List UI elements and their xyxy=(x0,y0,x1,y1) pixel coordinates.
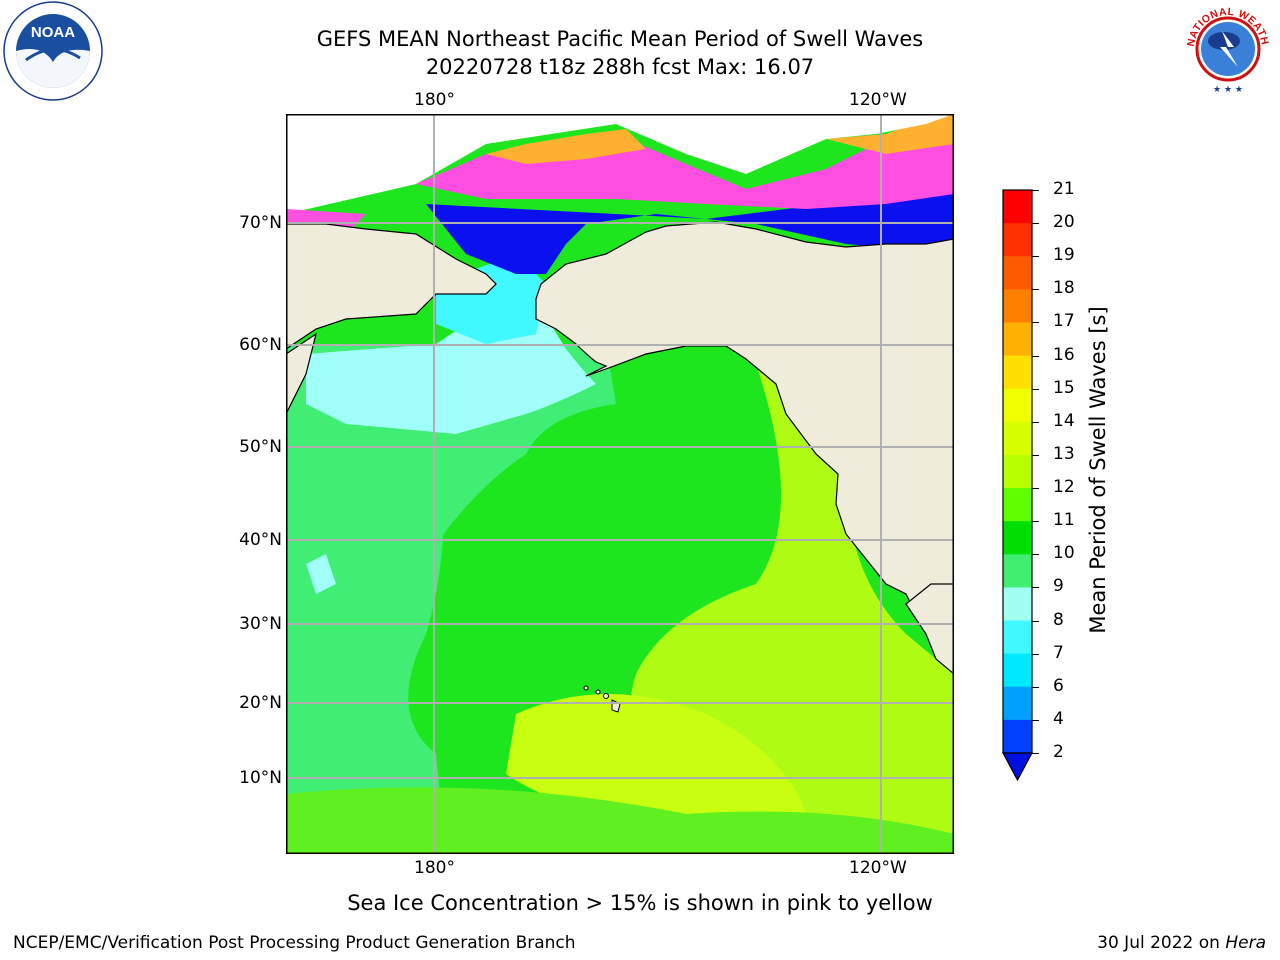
colorbar-tick-mark xyxy=(1032,653,1039,655)
colorbar-segment xyxy=(1003,223,1032,257)
colorbar-tick-label: 4 xyxy=(1053,708,1064,729)
colorbar-tick-mark xyxy=(1032,554,1039,556)
lon-label-bottom-180: 180° xyxy=(414,858,455,878)
map-subtitle: 20220728 t18z 288h fcst Max: 16.07 xyxy=(425,55,815,79)
ocean-period-12-south xyxy=(286,787,954,854)
sea-ice-pink xyxy=(416,114,954,209)
map-title: GEFS MEAN Northeast Pacific Mean Period … xyxy=(316,27,924,51)
colorbar-extend-arrow xyxy=(1001,752,1034,782)
colorbar xyxy=(1001,189,1034,782)
colorbar-tick-label: 11 xyxy=(1053,510,1075,531)
arctic-ice-free xyxy=(286,114,954,214)
colorbar-tick-mark xyxy=(1032,753,1039,754)
svg-text:★ ★ ★: ★ ★ ★ xyxy=(1213,85,1243,95)
land-asia xyxy=(286,223,497,350)
land-kamchatka xyxy=(286,332,317,415)
colorbar-segment xyxy=(1003,653,1032,688)
lat-label-60n: 60°N xyxy=(239,335,282,355)
sea-ice-note: Sea Ice Concentration > 15% is shown in … xyxy=(347,891,933,915)
colorbar-tick-mark xyxy=(1032,587,1039,589)
colorbar-segment xyxy=(1003,289,1032,323)
colorbar-tick-label: 21 xyxy=(1053,179,1075,199)
colorbar-segment xyxy=(1003,454,1032,489)
lat-label-30n: 30°N xyxy=(239,614,282,634)
colorbar-segment xyxy=(1003,719,1032,754)
colorbar-tick-label: 19 xyxy=(1053,245,1075,266)
lat-label-10n: 10°N xyxy=(239,768,282,788)
colorbar-segment xyxy=(1003,256,1032,290)
noaa-logo: NOAA xyxy=(2,0,104,102)
colorbar-tick-label: 7 xyxy=(1053,642,1064,663)
nws-logo: NATIONAL WEATHER SERVICE ★ ★ ★ xyxy=(1176,0,1276,97)
colorbar-tick-mark xyxy=(1032,322,1039,324)
colorbar-segment xyxy=(1003,620,1032,655)
colorbar-tick-label: 14 xyxy=(1053,410,1075,431)
colorbar-label: Mean Period of Swell Waves [s] xyxy=(1086,306,1110,634)
colorbar-tick-label: 18 xyxy=(1053,278,1075,299)
footer-machine: Hera xyxy=(1225,933,1266,953)
colorbar-tick-label: 2 xyxy=(1053,742,1064,762)
colorbar-tick-mark xyxy=(1032,488,1039,490)
colorbar-segment xyxy=(1003,190,1032,224)
colorbar-tick-mark xyxy=(1032,454,1039,456)
colorbar-tick-mark xyxy=(1032,686,1039,688)
footer-credit: NCEP/EMC/Verification Post Processing Pr… xyxy=(13,933,576,953)
colorbar-tick-mark xyxy=(1032,388,1039,390)
footer-date: 30 Jul 2022 on Hera xyxy=(1097,933,1266,953)
lat-label-40n: 40°N xyxy=(239,530,282,550)
lat-label-50n: 50°N xyxy=(239,437,282,457)
colorbar-tick-label: 16 xyxy=(1053,344,1075,365)
land-north-america xyxy=(535,221,954,675)
colorbar-segment xyxy=(1003,587,1032,622)
colorbar-tick-mark xyxy=(1032,223,1039,225)
colorbar-tick-label: 20 xyxy=(1053,212,1075,233)
map-frame xyxy=(286,114,954,854)
lon-label-bottom-120w: 120°W xyxy=(849,858,907,878)
colorbar-segment xyxy=(1003,554,1032,588)
lon-label-top-120w: 120°W xyxy=(849,90,907,110)
colorbar-segment xyxy=(1003,686,1032,721)
colorbar-tick-label: 10 xyxy=(1053,543,1075,564)
lon-label-top-180: 180° xyxy=(414,90,455,110)
colorbar-tick-mark xyxy=(1032,620,1039,622)
colorbar-tick-mark xyxy=(1032,719,1039,721)
noaa-logo-text: NOAA xyxy=(31,24,75,41)
lat-label-20n: 20°N xyxy=(239,693,282,713)
colorbar-tick-mark xyxy=(1032,521,1039,523)
colorbar-segment xyxy=(1003,388,1032,423)
ocean-period-7-west-coast-spot xyxy=(306,554,336,594)
colorbar-segment xyxy=(1003,521,1032,555)
colorbar-frame xyxy=(1002,189,1033,754)
colorbar-tick-label: 13 xyxy=(1053,443,1075,464)
colorbar-segment xyxy=(1003,322,1032,357)
colorbar-tick-mark xyxy=(1032,421,1039,423)
colorbar-tick-mark xyxy=(1032,190,1039,191)
colorbar-tick-mark xyxy=(1032,256,1039,258)
colorbar-tick-label: 12 xyxy=(1053,477,1075,498)
colorbar-tick-label: 17 xyxy=(1053,311,1075,332)
colorbar-segment xyxy=(1003,355,1032,390)
colorbar-segment xyxy=(1003,488,1032,522)
colorbar-tick-mark xyxy=(1032,355,1039,357)
colorbar-tick-label: 9 xyxy=(1053,576,1064,597)
arctic-ocean xyxy=(426,194,954,274)
sea-ice-orange xyxy=(486,129,646,164)
colorbar-tick-label: 6 xyxy=(1053,675,1064,696)
colorbar-segment xyxy=(1003,421,1032,456)
graticule xyxy=(286,114,954,854)
footer-date-text: 30 Jul 2022 on xyxy=(1097,933,1220,953)
land-mexico-baja xyxy=(905,583,954,675)
lat-label-70n: 70°N xyxy=(239,213,282,233)
colorbar-tick-label: 15 xyxy=(1053,377,1075,398)
colorbar-tick-mark xyxy=(1032,289,1039,291)
swell-period-map xyxy=(286,114,954,854)
colorbar-tick-label: 8 xyxy=(1053,609,1064,630)
